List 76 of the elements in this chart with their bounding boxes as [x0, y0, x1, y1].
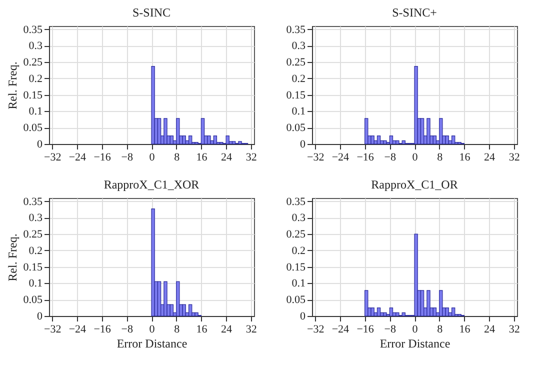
x-tick-label: −32 — [44, 324, 62, 336]
x-tick-label: 16 — [196, 152, 208, 164]
y-tick-label: 0.25 — [286, 228, 306, 241]
y-axis-title: Rel. Freq. — [5, 234, 20, 282]
y-tick-label: 0.1 — [292, 106, 306, 118]
y-tick-label: 0.35 — [23, 24, 43, 36]
x-axis-title: Error Distance — [116, 336, 188, 350]
x-tick-label: 32 — [508, 152, 520, 164]
x-tick-label: 32 — [508, 324, 520, 336]
y-tick-label: 0.25 — [23, 56, 43, 69]
y-tick-label: 0.05 — [286, 294, 306, 306]
x-tick-label: 8 — [174, 152, 180, 164]
chart-title: S-SINC+ — [392, 5, 438, 20]
x-tick-label: 16 — [459, 152, 471, 164]
y-tick-label: 0.3 — [28, 212, 43, 224]
y-tick-label: 0.15 — [23, 261, 43, 274]
y-tick-label: 0.15 — [286, 89, 306, 102]
chart-title: RapproX_C1_XOR — [104, 177, 200, 192]
x-tick-label: −24 — [332, 152, 350, 164]
x-tick-label: 8 — [437, 152, 444, 164]
x-tick-label: 24 — [484, 152, 496, 164]
y-tick-label: 0.05 — [23, 294, 43, 306]
chart-title: RapproX_C1_OR — [371, 177, 458, 192]
x-tick-label: 16 — [196, 324, 208, 336]
x-tick-label: 0 — [149, 152, 156, 164]
y-tick-label: 0.35 — [286, 24, 306, 36]
y-tick-label: 0 — [37, 310, 43, 322]
x-tick-label: −8 — [384, 152, 396, 164]
y-tick-label: 0.25 — [286, 56, 306, 69]
y-tick-label: 0.25 — [23, 228, 43, 241]
x-tick-label: −32 — [306, 324, 324, 336]
x-tick-label: −32 — [306, 152, 324, 164]
x-tick-label: −24 — [332, 324, 350, 336]
y-tick-label: 0 — [300, 310, 306, 322]
y-tick-label: 0.2 — [292, 72, 306, 85]
x-tick-label: −16 — [94, 324, 112, 336]
x-tick-label: 8 — [437, 324, 444, 336]
y-tick-label: 0.15 — [23, 89, 43, 102]
y-tick-label: 0.05 — [286, 122, 306, 134]
y-tick-label: 0 — [300, 138, 306, 150]
y-tick-label: 0.35 — [23, 196, 43, 208]
x-tick-label: 0 — [149, 324, 156, 336]
y-tick-label: 0.2 — [292, 244, 306, 257]
y-tick-label: 0.3 — [292, 212, 306, 224]
chart-title: S-SINC — [132, 5, 171, 20]
x-tick-label: 24 — [221, 152, 233, 164]
y-tick-label: 0.3 — [28, 40, 43, 52]
y-tick-label: 0.3 — [292, 40, 306, 52]
y-tick-label: 0.2 — [28, 244, 42, 257]
x-tick-label: 8 — [174, 324, 180, 336]
x-tick-label: −8 — [121, 152, 134, 164]
x-tick-label: 32 — [246, 152, 257, 164]
x-tick-label: −8 — [384, 324, 396, 336]
y-tick-label: 0.2 — [28, 72, 42, 85]
x-axis-title: Error Distance — [380, 336, 450, 350]
x-tick-label: 24 — [221, 324, 233, 336]
x-tick-label: −16 — [94, 152, 112, 164]
y-tick-label: 0.1 — [28, 278, 42, 290]
y-tick-label: 0 — [37, 138, 43, 150]
x-tick-label: 0 — [412, 152, 418, 164]
x-tick-label: −8 — [121, 324, 134, 336]
y-axis-title: Rel. Freq. — [5, 62, 20, 110]
x-tick-label: −32 — [44, 152, 62, 164]
x-tick-label: 0 — [412, 324, 418, 336]
x-tick-label: 32 — [246, 324, 257, 336]
y-tick-label: 0.15 — [286, 261, 306, 274]
x-tick-label: −16 — [356, 152, 374, 164]
x-tick-label: 16 — [459, 324, 471, 336]
x-tick-label: −24 — [68, 152, 87, 164]
y-tick-label: 0.1 — [28, 106, 42, 118]
y-tick-label: 0.1 — [292, 278, 306, 290]
x-tick-label: −24 — [68, 324, 87, 336]
x-tick-label: 24 — [484, 324, 496, 336]
x-tick-label: −16 — [356, 324, 374, 336]
y-tick-label: 0.35 — [286, 196, 306, 208]
y-tick-label: 0.05 — [23, 122, 43, 134]
